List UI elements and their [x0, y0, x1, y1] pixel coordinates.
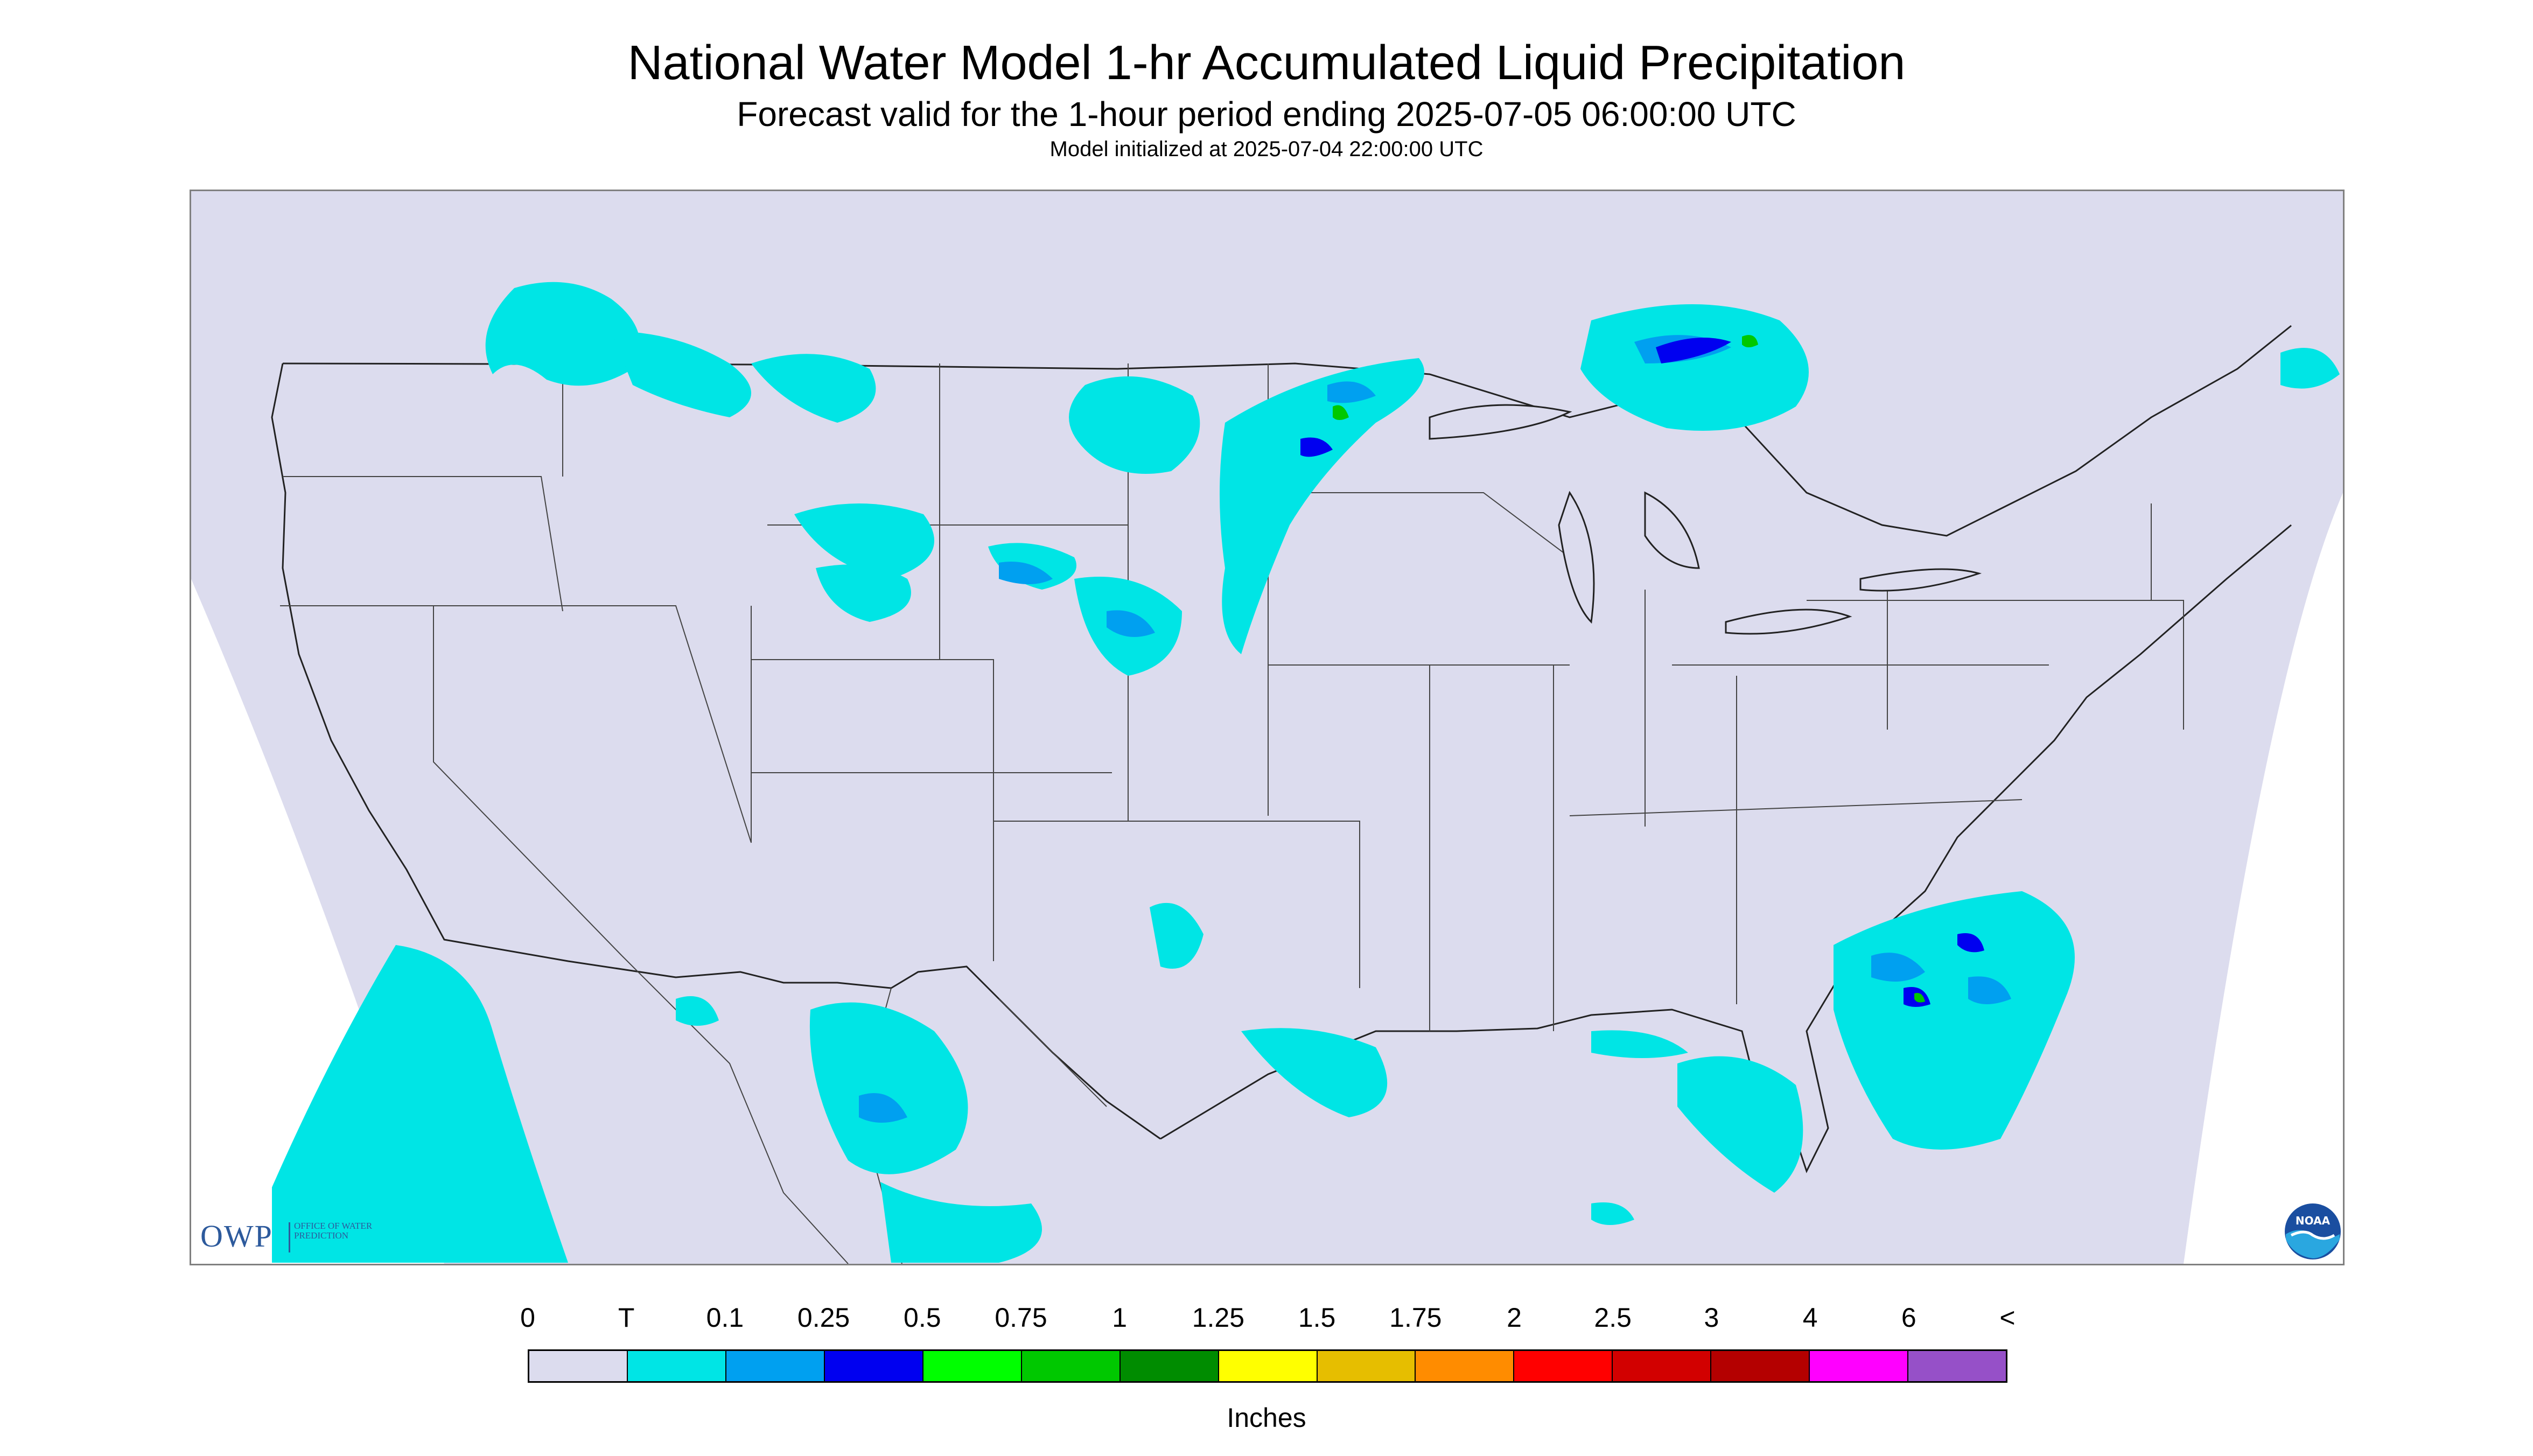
owp-logo-divider [289, 1222, 290, 1252]
legend-tick-label: T [618, 1303, 635, 1333]
legend-tick-label: 3 [1704, 1303, 1719, 1333]
legend-units-label: Inches [1227, 1403, 1306, 1433]
legend-swatch [1219, 1351, 1318, 1381]
map-canvas [191, 191, 2343, 1264]
legend-swatch [627, 1351, 726, 1381]
legend-swatch [1613, 1351, 1712, 1381]
legend-tick-label: 0.1 [706, 1303, 744, 1333]
legend-swatch [1711, 1351, 1810, 1381]
legend-tick-label: 4 [1802, 1303, 1818, 1333]
legend-tick-label: 6 [1901, 1303, 1916, 1333]
legend-tick-label: 1.5 [1298, 1303, 1336, 1333]
precip-heavy [1333, 335, 1925, 1003]
legend-tick-label: 0.25 [797, 1303, 850, 1333]
owp-logo: OWP OFFICE OF WATER PREDICTION [200, 1218, 378, 1261]
legend-tick-label: < [1999, 1303, 2016, 1333]
legend-swatch [824, 1351, 923, 1381]
legend-tick-label: 1 [1112, 1303, 1128, 1333]
legend-tick-label: 2 [1507, 1303, 1522, 1333]
legend-tick-label: 2.5 [1594, 1303, 1632, 1333]
legend-swatch [726, 1351, 825, 1381]
projection-edge-right [2184, 191, 2343, 1264]
legend-swatch [923, 1351, 1022, 1381]
legend-swatch [1120, 1351, 1219, 1381]
legend-swatch [529, 1351, 628, 1381]
projection-edge-left [191, 191, 444, 1264]
model-init-time: Model initialized at 2025-07-04 22:00:00… [1049, 137, 1484, 161]
owp-logo-subtext: OFFICE OF WATER PREDICTION [294, 1221, 373, 1241]
legend-tick-label: 0.5 [904, 1303, 941, 1333]
legend-tick-label: 0.75 [995, 1303, 1047, 1333]
legend-swatch [1514, 1351, 1613, 1381]
noaa-logo-text: NOAA [2296, 1214, 2331, 1227]
legend-swatch [1021, 1351, 1121, 1381]
color-legend: 0 T 0.1 0.25 0.5 0.75 1 1.25 1.5 1.75 2 2.5 3 4 6 < [520, 1302, 2016, 1388]
legend-tick-label: 0 [520, 1303, 535, 1333]
legend-swatch [1416, 1351, 1515, 1381]
precipitation-map [190, 190, 2345, 1265]
precip-moderate [1300, 338, 1984, 1007]
country-boundaries [271, 325, 2292, 1173]
legend-swatch [1317, 1351, 1416, 1381]
map-subtitle: Forecast valid for the 1-hour period end… [737, 95, 1796, 134]
great-lakes [1429, 404, 1982, 635]
legend-tick-label: 1.75 [1389, 1303, 1442, 1333]
noaa-logo: NOAA [2285, 1203, 2341, 1259]
legend-colorbar [528, 1349, 2007, 1383]
legend-swatch [1810, 1351, 1909, 1381]
legend-swatch [1908, 1351, 2006, 1381]
map-title: National Water Model 1-hr Accumulated Li… [627, 36, 1906, 90]
no-data-area [191, 191, 2343, 1264]
owp-logo-text: OWP [200, 1219, 273, 1254]
legend-tick-label: 1.25 [1192, 1303, 1245, 1333]
